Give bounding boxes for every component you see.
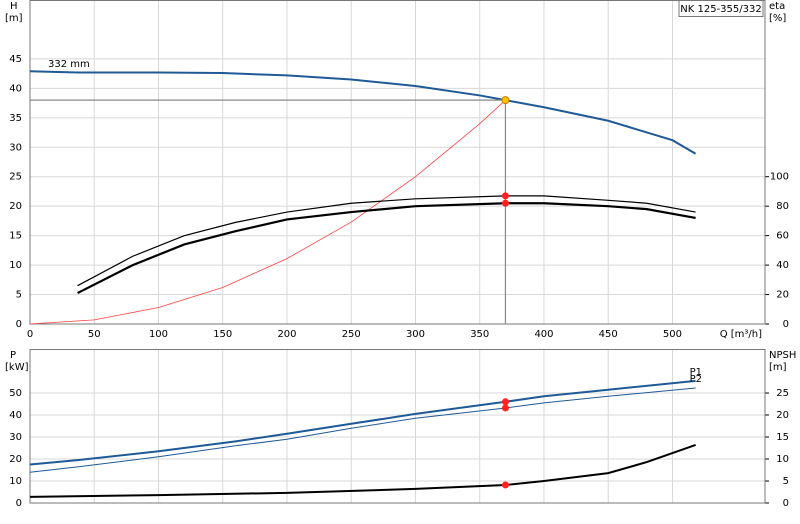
y2-tick-label: 20 (776, 410, 789, 421)
y2-tick-label: 80 (776, 201, 789, 212)
y2-tick-label: 0 (783, 319, 789, 330)
x-tick-label: 100 (149, 329, 168, 340)
legend-label: P1 (690, 367, 702, 378)
x-tick-label: 200 (277, 329, 296, 340)
y-tick-label: 30 (9, 142, 22, 153)
plot-frame (29, 349, 766, 504)
y2-axis-label: NPSH (769, 350, 796, 361)
y-tick-label: 0 (16, 319, 22, 330)
y-tick-label: 30 (9, 432, 22, 443)
y-tick-label: 20 (9, 454, 22, 465)
plot-frame (29, 0, 766, 325)
title-box (678, 0, 764, 17)
x-axis-label: Q [m³/h] (720, 329, 762, 340)
y-tick-label: 5 (16, 290, 22, 301)
y-tick-label: 40 (9, 410, 22, 421)
y2-tick-label: 5 (783, 476, 789, 487)
data-line (29, 70, 697, 155)
y2-tick-label: 10 (776, 454, 789, 465)
x-tick-label: 250 (342, 329, 361, 340)
y-tick-label: 10 (9, 260, 22, 271)
duty-point (501, 199, 509, 207)
x-tick-label: 500 (663, 329, 682, 340)
legend-label: P2 (690, 374, 702, 385)
duty-point (501, 481, 509, 489)
duty-point (501, 398, 509, 406)
y-axis-label: P (10, 350, 16, 361)
data-line (77, 195, 696, 287)
data-line (29, 387, 696, 473)
y2-tick-label: 20 (776, 290, 789, 301)
y2-tick-label: 60 (776, 231, 789, 242)
x-tick-label: 300 (406, 329, 425, 340)
x-tick-label: 0 (27, 329, 33, 340)
y2-tick-label: 40 (776, 260, 789, 271)
x-tick-label: 400 (534, 329, 553, 340)
duty-point (501, 404, 509, 412)
y2-tick-label: 0 (783, 498, 789, 509)
y2-axis-unit: [m] (769, 362, 787, 373)
x-tick-label: 450 (599, 329, 618, 340)
duty-point (501, 96, 510, 105)
data-line (29, 99, 506, 325)
y-axis-unit: [kW] (5, 362, 29, 373)
y-tick-label: 25 (9, 172, 22, 183)
y2-axis-unit: [%] (769, 13, 786, 24)
x-tick-label: 150 (213, 329, 232, 340)
y-tick-label: 50 (9, 388, 22, 399)
y-tick-label: 20 (9, 201, 22, 212)
y-axis-unit: [m] (5, 13, 23, 24)
y-tick-label: 35 (9, 113, 22, 124)
x-tick-label: 50 (88, 329, 101, 340)
duty-point (501, 192, 509, 200)
annotation: 332 mm (48, 59, 90, 70)
x-tick-label: 350 (470, 329, 489, 340)
chart-title: NK 125-355/332 (680, 4, 761, 15)
y2-axis-label: eta (769, 1, 785, 12)
y-axis-label: H (10, 1, 18, 12)
y-tick-label: 0 (16, 498, 22, 509)
y-tick-label: 45 (9, 54, 22, 65)
y-tick-label: 15 (9, 231, 22, 242)
y2-tick-label: 25 (776, 388, 789, 399)
data-line (29, 379, 696, 466)
data-line (77, 202, 696, 295)
y2-tick-label: 15 (776, 432, 789, 443)
y-tick-label: 10 (9, 476, 22, 487)
y2-tick-label: 100 (770, 172, 789, 183)
y-tick-label: 40 (9, 83, 22, 94)
